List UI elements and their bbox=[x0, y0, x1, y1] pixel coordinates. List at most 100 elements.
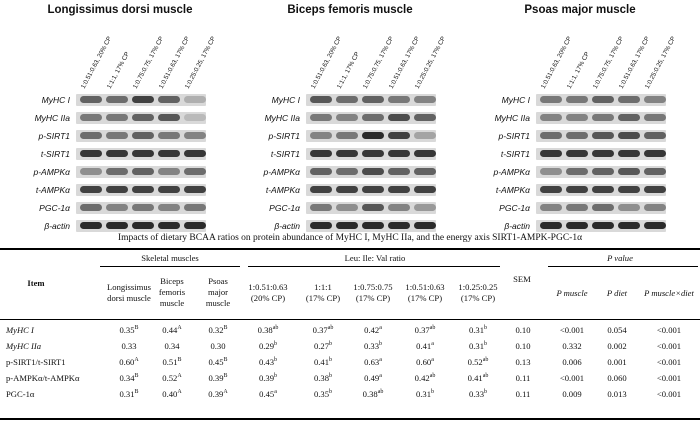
blot-band bbox=[540, 96, 562, 103]
blot-strip bbox=[306, 94, 436, 106]
blot-band bbox=[310, 186, 332, 193]
blot-band bbox=[106, 114, 128, 121]
blot-band bbox=[336, 132, 358, 139]
blot-band bbox=[414, 150, 436, 157]
blot-band bbox=[414, 132, 436, 139]
table-cell-muscle: 0.39B bbox=[208, 373, 228, 383]
lane-label: 1:0.51:0.63, 17% CP bbox=[617, 35, 652, 90]
blot-strip bbox=[536, 202, 666, 214]
blot-band bbox=[388, 186, 410, 193]
table-cell-ratio: 0.38ab bbox=[257, 325, 279, 335]
blot-band bbox=[80, 150, 102, 157]
blot-row-label: MyHC I bbox=[271, 95, 300, 105]
table-cell-ratio: 0.37ab bbox=[312, 325, 334, 335]
table-cell-muscle: 0.32B bbox=[208, 325, 228, 335]
blot-band bbox=[336, 222, 358, 229]
blot-band bbox=[106, 204, 128, 211]
blot-band bbox=[644, 168, 666, 175]
table-cell-ratio: 0.41a bbox=[416, 341, 434, 351]
blot-band bbox=[414, 96, 436, 103]
blot-band bbox=[566, 132, 588, 139]
p-column-header: P muscle bbox=[556, 288, 588, 298]
blot-band bbox=[158, 150, 180, 157]
blot-band bbox=[184, 168, 206, 175]
blot-band bbox=[184, 222, 206, 229]
blot-band bbox=[644, 96, 666, 103]
blot-band bbox=[566, 150, 588, 157]
blot-band bbox=[644, 114, 666, 121]
item-header: Item bbox=[27, 278, 45, 288]
table-cell-ratio: 0.38b bbox=[313, 373, 333, 383]
table-cell-ratio: 0.27b bbox=[313, 341, 333, 351]
table-cell-ratio: 0.43b bbox=[258, 357, 278, 367]
blot-row-label: p-AMPKα bbox=[493, 167, 531, 177]
table-cell-ratio: 0.37ab bbox=[414, 325, 436, 335]
blot-strip bbox=[536, 94, 666, 106]
table-row-label: MyHC I bbox=[6, 325, 34, 335]
blot-band bbox=[618, 168, 640, 175]
table-cell-ratio: 0.42a bbox=[364, 325, 382, 335]
table-cell-p: 0.054 bbox=[607, 325, 627, 335]
blot-row-label: β-actin bbox=[274, 221, 300, 231]
table-row-label: p-AMPKα/t-AMPKα bbox=[6, 373, 80, 383]
blot-band bbox=[540, 132, 562, 139]
blot-band bbox=[184, 150, 206, 157]
blot-band bbox=[106, 132, 128, 139]
blot-band bbox=[618, 132, 640, 139]
p-column-header: P diet bbox=[606, 288, 628, 298]
blot-band bbox=[336, 168, 358, 175]
blot-row-label: t-AMPKα bbox=[265, 185, 300, 195]
table-cell-p: 0.013 bbox=[607, 389, 627, 399]
blot-band bbox=[80, 132, 102, 139]
table-cell-p: 0.002 bbox=[607, 341, 627, 351]
table-cell-sem: 0.10 bbox=[515, 325, 531, 335]
blot-band bbox=[132, 96, 154, 103]
blot-row-label: p-AMPKα bbox=[263, 167, 301, 177]
ratio-column-header: 1:0.75:0.75 (17% CP) bbox=[353, 282, 393, 303]
blot-band bbox=[388, 222, 410, 229]
ratio-column-header: 1:0.51:0.63 (17% CP) bbox=[405, 282, 445, 303]
blot-strip bbox=[306, 130, 436, 142]
blot-band bbox=[132, 168, 154, 175]
ratio-column-header: 1:0.51:0.63 (20% CP) bbox=[248, 282, 288, 303]
lane-label: 1:0.51:0.63, 20% CP bbox=[79, 35, 114, 90]
muscle-column-header: Psoas major muscle bbox=[205, 276, 231, 308]
blot-band bbox=[592, 186, 614, 193]
blot-band bbox=[414, 222, 436, 229]
blot-band bbox=[388, 204, 410, 211]
table-cell-muscle: 0.34B bbox=[119, 373, 139, 383]
table-cell-p: <0.001 bbox=[656, 357, 682, 367]
blot-strip bbox=[536, 166, 666, 178]
blot-row-label: p-SIRT1 bbox=[268, 131, 301, 141]
blot-row-label: p-AMPKα bbox=[33, 167, 71, 177]
table-cell-sem: 0.13 bbox=[515, 357, 531, 367]
table-cell-ratio: 0.41b bbox=[313, 357, 333, 367]
lane-label: 1:1:1, 17% CP bbox=[565, 50, 592, 90]
table-cell-ratio: 0.33b bbox=[363, 341, 383, 351]
blot-band bbox=[618, 96, 640, 103]
blot-band bbox=[336, 204, 358, 211]
blot-row-label: p-SIRT1 bbox=[38, 131, 71, 141]
blot-strip bbox=[76, 202, 206, 214]
muscle-column-header: Biceps femoris muscle bbox=[158, 276, 186, 308]
blot-band bbox=[540, 150, 562, 157]
table-caption: Impacts of dietary BCAA ratios on protei… bbox=[117, 233, 583, 243]
blot-strip bbox=[76, 130, 206, 142]
lane-label: 1:0.25:0.25, 17% CP bbox=[183, 35, 218, 90]
panel-title: Biceps femoris muscle bbox=[287, 4, 413, 16]
table-cell-ratio: 0.31b bbox=[468, 325, 488, 335]
lane-label: 1:0.51:0.63, 20% CP bbox=[539, 35, 574, 90]
blot-band bbox=[414, 204, 436, 211]
blot-band bbox=[414, 186, 436, 193]
blot-row-label: PGC-1α bbox=[499, 203, 530, 213]
blot-row-label: t-SIRT1 bbox=[270, 149, 300, 159]
blot-band bbox=[540, 186, 562, 193]
group-header-pvalue: P value bbox=[607, 253, 633, 263]
table-cell-p: 0.006 bbox=[562, 357, 582, 367]
table-header-rule bbox=[0, 319, 700, 320]
table-cell-p: 0.009 bbox=[562, 389, 582, 399]
table-cell-muscle: 0.33 bbox=[121, 341, 137, 351]
blot-band bbox=[566, 114, 588, 121]
blot-band bbox=[106, 150, 128, 157]
blot-band bbox=[336, 96, 358, 103]
